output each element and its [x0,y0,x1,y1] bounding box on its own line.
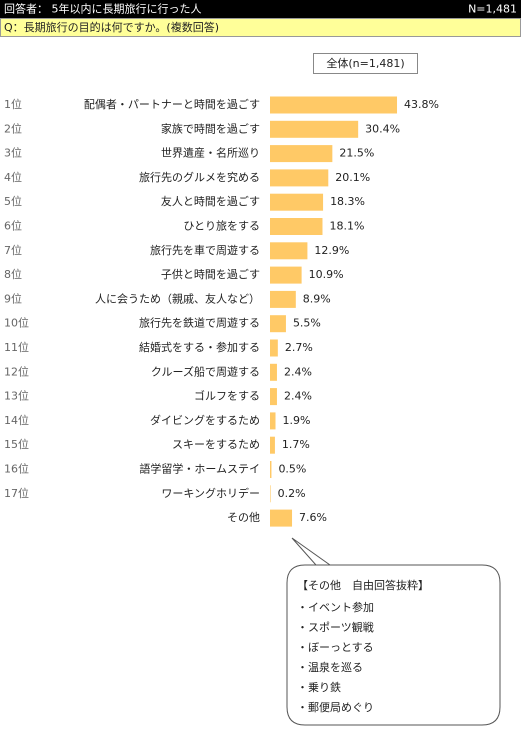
header-bar [0,0,521,18]
callout-item: ・温泉を巡る [297,660,363,674]
rank-label: 5位 [4,194,22,208]
legend-label: 全体(n=1,481) [326,56,404,70]
bar [270,193,324,211]
rank-label: 14位 [4,413,29,427]
bar [270,509,293,527]
legend-box [313,53,418,74]
category-label: 結婚式をする・参加する [139,340,260,354]
callout-item: ・郵便局めぐり [297,701,374,714]
category-label: クルーズ船で周遊する [151,364,260,378]
category-label: 子供と時間を過ごす [161,267,260,281]
category-label: 友人と時間を過ごす [161,194,260,208]
value-label: 30.4% [365,122,400,135]
value-label: 2.7% [285,341,313,354]
value-label: 0.5% [278,463,306,476]
category-label: 配偶者・パートナーと時間を過ごす [84,97,260,111]
rank-label: 2位 [4,121,22,135]
rank-label: 3位 [4,146,22,160]
category-label: ワーキングホリデー [161,486,260,500]
callout-item: ・乗り鉄 [297,680,341,694]
sample-size: N=1,481 [468,3,517,16]
rank-label: 9位 [4,291,22,305]
category-label: スキーをするため [172,438,260,451]
rank-label: 10位 [4,316,29,330]
category-label: 旅行先を車で周遊する [150,243,260,257]
value-label: 1.9% [283,414,311,427]
value-label: 0.2% [278,487,306,500]
value-label: 2.4% [284,365,312,378]
rank-label: 1位 [4,97,22,111]
rank-label: 8位 [4,267,22,281]
rank-label: 11位 [4,340,29,354]
bar [270,120,359,138]
category-label: ダイビングをするため [150,413,260,427]
value-label: 5.5% [293,317,321,330]
category-label: 家族で時間を過ごす [161,121,260,135]
bar [270,485,271,503]
bar [270,412,276,430]
rank-label: 4位 [4,170,22,184]
bar [270,388,277,406]
callout-item: ・スポーツ観戦 [297,620,374,634]
bar [270,290,296,308]
value-label: 1.7% [282,438,310,451]
value-label: 20.1% [335,171,370,184]
question: Q：長期旅行の目的は何ですか。(複数回答) [4,20,219,34]
rank-label: 16位 [4,462,29,476]
value-label: 10.9% [309,268,344,281]
category-label: 旅行先のグルメを究める [139,170,260,184]
rank-label: 7位 [4,243,22,257]
bar [270,218,323,235]
value-label: 12.9% [314,244,349,257]
category-label: ひとり旅をする [183,219,260,233]
category-label: その他 [227,511,260,524]
rank-label: 6位 [4,219,22,233]
bar [270,436,275,454]
category-label: 旅行先を鉄道で周遊する [139,316,260,330]
bar [270,339,278,357]
value-label: 8.9% [303,292,331,305]
bar [270,242,308,260]
respondents: 回答者： 5年以内に長期旅行に行った人 [4,2,202,16]
bar [270,266,302,284]
value-label: 2.4% [284,390,312,403]
value-label: 18.1% [329,220,364,233]
bar [270,461,272,478]
callout-title: 【その他 自由回答抜粋】 [297,578,429,592]
bar [270,363,277,381]
category-label: 世界遺産・名所巡り [161,146,260,160]
callout-bubble [286,537,501,726]
value-label: 18.3% [330,195,365,208]
bar [270,315,286,333]
bar [270,145,333,163]
rank-label: 12位 [4,364,29,378]
category-label: ゴルフをする [194,389,260,403]
bar [270,169,329,187]
rank-label: 15位 [4,437,29,451]
callout-item: ・ぼーっとする [297,641,374,654]
rank-label: 13位 [4,389,29,403]
value-label: 43.8% [404,98,439,111]
rank-label: 17位 [4,486,29,500]
category-label: 語学留学・ホームステイ [139,462,260,476]
callout-item: ・イベント参加 [297,600,374,614]
category-label: 人に会うため（親戚、友人など） [95,291,260,305]
bar [270,96,398,114]
value-label: 7.6% [299,511,327,524]
value-label: 21.5% [339,147,374,160]
